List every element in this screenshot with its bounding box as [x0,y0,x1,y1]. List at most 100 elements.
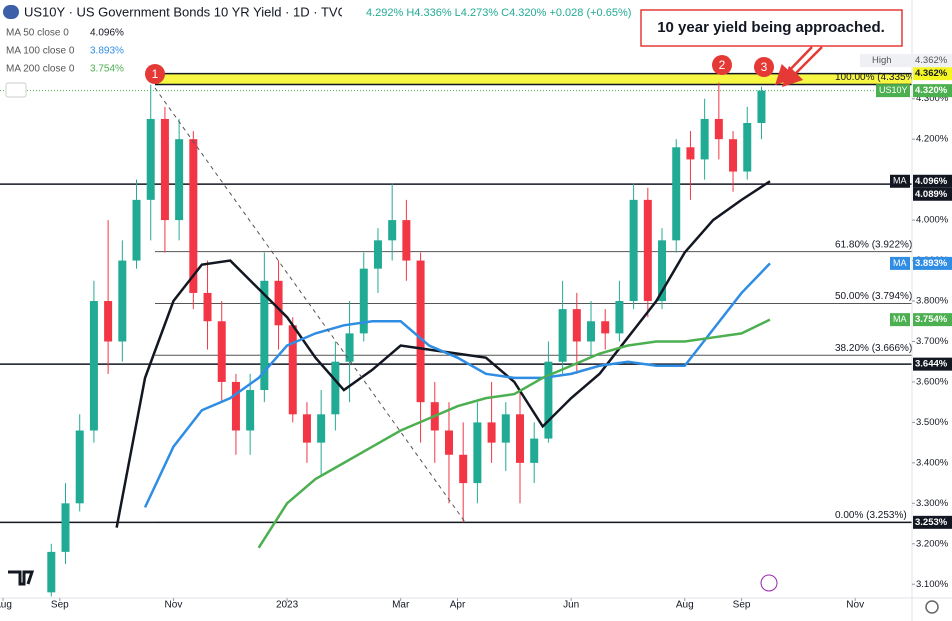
candle-body [231,381,240,431]
legend-name: MA 50 close 0 [6,28,69,39]
legend-value: 4.096% [90,28,124,39]
candle-body [558,309,567,362]
y-tick-label: 4.000% [916,215,949,226]
moving-average [257,318,771,549]
axis-label: 3.754% [915,314,948,325]
candle-body [104,301,113,342]
collapse-button[interactable] [5,82,27,98]
axis-tag-bg [890,313,910,327]
legend: MA 50 close 0 4.096% MA 100 close 0 3.893% M… [6,28,124,75]
fib-label: 38.20% (3.666%) [835,343,912,354]
candle-body [544,361,553,439]
candle-body [331,361,340,415]
x-tick-label: 2023 [276,600,299,611]
fib-label: 100.00% (4.335%) [835,72,918,83]
axis-label-bg [913,313,952,327]
y-tick-label: 3.200% [916,538,949,549]
y-tick-label: 4.300% [916,93,949,104]
high-tag: High [872,55,892,66]
x-tick-label: Apr [450,600,466,611]
marker-label: 1 [152,67,159,81]
candle-body [530,438,539,463]
marker [145,64,165,84]
candle-body [714,118,723,140]
axis-label: 4.320% [915,85,948,96]
fib-label: 61.80% (3.922%) [835,239,912,250]
plot-area: 100.00% (4.335%) 61.80% (3.922%) 50.00% (3… [0,72,918,597]
candle-body [729,139,738,172]
candle-body [359,268,368,334]
ohlc: 4.292% H4.336% L4.273% C4.320% +0.028 (+… [366,7,631,19]
x-tick-label: Aug [0,600,12,611]
candle-body [629,199,638,302]
candle-body [274,280,283,326]
candle-body [686,147,695,160]
candle-body [217,321,226,382]
axis-label-bg [913,357,952,371]
candle-body [373,240,382,269]
candle-body [402,220,411,261]
axis-tag: MA [893,314,907,324]
axis-tag-bg [876,84,910,98]
icon [342,4,364,22]
axis-label-bg [913,84,952,98]
arrow [781,46,823,88]
x-tick-label: Mar [392,600,410,611]
legend-value: 3.754% [90,64,124,75]
axis-label-bg [913,256,952,270]
fib-label: 0.00% (3.253%) [835,510,907,521]
candle-body [416,260,425,403]
y-tick-label: 3.300% [916,498,949,509]
candle-body [345,333,354,362]
axis-tag: MA [893,176,907,186]
candle-body [572,309,581,342]
resistance-band [155,73,912,85]
candle-body [260,280,269,391]
axis-label-bg [913,187,952,201]
candle-body [288,325,297,415]
candle-body [459,454,468,484]
y-tick-label: 3.700% [916,336,949,347]
candle-body [132,199,141,261]
legend-name: MA 200 close 0 [6,64,75,75]
candle-body [515,414,524,463]
candle-body [146,118,155,200]
high-label: 4.362% [915,55,948,66]
legend-value: 3.893% [90,46,124,57]
axis-tag-bg [890,174,910,188]
candle-body [61,503,70,552]
candle-body [587,321,596,342]
y-tick-label: 3.600% [916,376,949,387]
candle-body [89,301,98,431]
candle-body [203,292,212,322]
candle-body [658,240,667,302]
x-tick-label: Sep [733,600,751,611]
x-tick-label: Nov [846,600,864,611]
candle-body [700,118,709,160]
axis-label: 3.253% [915,517,948,528]
marker-label: 2 [719,58,726,72]
annotation-box [640,9,903,47]
axis-tag: MA [893,258,907,268]
chart-title: US10Y · US Government Bonds 10 YR Yield … [24,4,347,19]
y-tick-label: 3.500% [916,417,949,428]
candle-body [175,139,184,221]
marker [712,55,732,75]
candle-body [302,414,311,443]
y-tick-label: 3.800% [916,296,949,307]
axis-label: 4.096% [915,176,948,187]
x-tick-label: Jun [563,600,579,611]
candle-body [160,118,169,221]
settings-icon[interactable] [925,600,939,614]
annotation: 10 year yield being approached. [657,19,885,36]
moving-average [143,262,771,508]
axis-label: 4.089% [915,189,948,200]
x-tick-label: Aug [676,600,694,611]
marker [754,57,774,77]
candle-body [189,139,198,293]
event-icon[interactable] [760,574,778,592]
axis-tag: US10Y [879,85,908,95]
candle-body [615,301,624,334]
